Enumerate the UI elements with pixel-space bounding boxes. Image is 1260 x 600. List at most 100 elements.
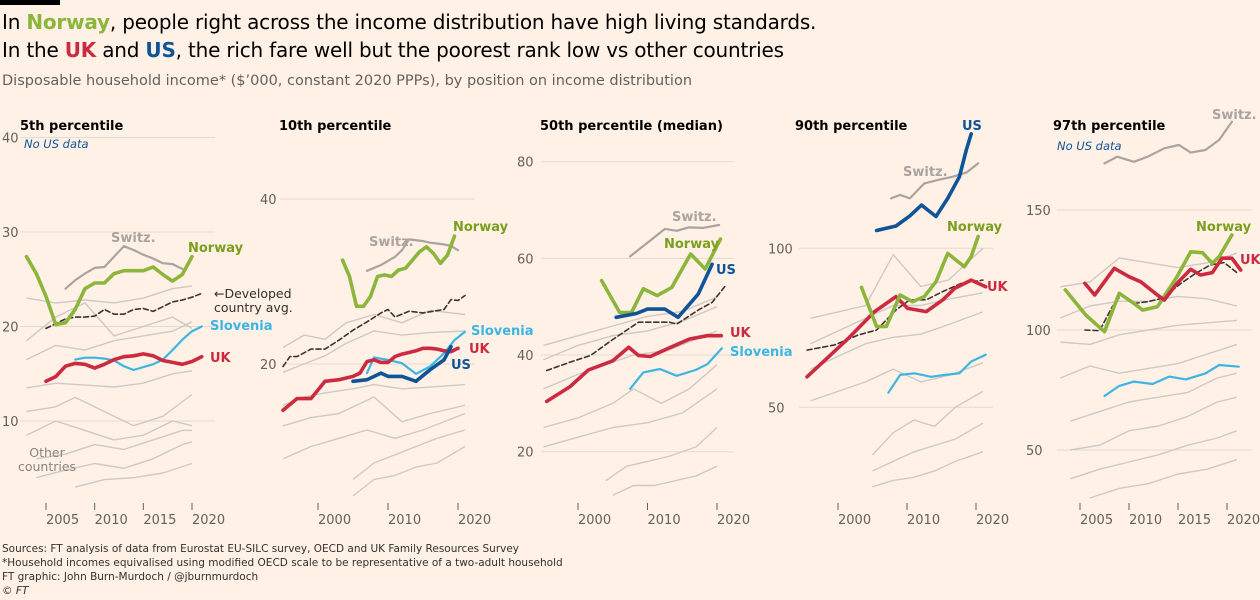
x-tick-label: 2000 [578, 513, 611, 528]
switz-line [64, 245, 184, 290]
series-label: ←Developed [214, 286, 292, 301]
other-country-line [1069, 430, 1238, 480]
panel-97th-percentile: 97th percentile 150 100 50 2005 2010 2015 2020 S… [1026, 108, 1260, 528]
uk-line [44, 352, 204, 384]
norway-line [340, 234, 457, 309]
headline-text: , people right across the income distrib… [109, 10, 817, 34]
headline-text: and [96, 38, 146, 62]
uk-line [544, 333, 723, 404]
series-label: UK [210, 351, 232, 366]
switz-line [890, 162, 980, 200]
norway-line [599, 237, 723, 315]
other-country-line [871, 390, 984, 456]
series-label: Slovenia [471, 324, 534, 339]
other-country-line [543, 306, 718, 361]
other-country-line [26, 370, 193, 389]
other-country-line [1070, 396, 1237, 451]
norway-line [859, 234, 980, 329]
panel-title: 90th percentile [795, 119, 908, 134]
x-tick-label: 2010 [907, 513, 940, 528]
other-country-line [26, 285, 193, 304]
switz-line [629, 223, 721, 258]
other-country-line [26, 393, 193, 427]
other-country-line [352, 445, 466, 497]
series-label: Norway [664, 237, 720, 252]
other-country-line [810, 247, 984, 319]
panel-title: 10th percentile [279, 119, 392, 134]
series-label: US [962, 119, 982, 134]
other-country-line [1069, 372, 1237, 422]
headline-text: In the [2, 38, 65, 62]
series-label: UK [730, 326, 752, 341]
switz-line [365, 238, 460, 272]
other-country-line [1060, 343, 1238, 379]
footer-sources: Sources: FT analysis of data from Eurost… [2, 543, 520, 555]
panel-title: 97th percentile [1053, 119, 1166, 134]
x-tick-label: 2000 [318, 513, 351, 528]
series-label: UK [987, 280, 1009, 295]
slovenia-line [74, 325, 203, 372]
series-label: Slovenia [210, 319, 273, 334]
series-label: country avg. [214, 300, 293, 315]
series-label: Switz. [1212, 108, 1257, 123]
y-tick-label: 80 [517, 156, 534, 171]
x-tick-label: 2005 [1080, 513, 1113, 528]
us-line [614, 262, 714, 320]
y-tick-label: 40 [517, 349, 534, 364]
y-tick-label: 20 [2, 321, 19, 336]
headline-uk: UK [64, 38, 97, 62]
norway-line [1063, 233, 1234, 334]
developed-country-avg-line [45, 292, 203, 330]
headline-text: In [2, 10, 27, 34]
series-label: US [716, 263, 736, 278]
y-tick-label: 30 [2, 226, 19, 241]
other-country-line [543, 364, 718, 429]
series-label: US [451, 358, 471, 373]
series-label: Slovenia [730, 345, 793, 360]
x-tick-label: 2005 [46, 513, 79, 528]
y-tick-label: 40 [2, 132, 19, 147]
other-country-line [282, 383, 466, 406]
no-us-data-note: No US data [1057, 139, 1122, 153]
y-tick-label: 10 [2, 415, 19, 430]
other-country-line [810, 311, 984, 370]
series-label: UK [1240, 253, 1260, 268]
other-country-line [26, 321, 193, 361]
other-country-line [36, 441, 193, 479]
y-tick-label: 60 [517, 252, 534, 267]
no-us-data-note: No US data [24, 137, 89, 151]
y-tick-label: 100 [768, 242, 793, 257]
panel-10th-percentile: 10th percentile 40 20 2000 2010 2020 Switz. Slo… [260, 119, 534, 528]
other-country-line [26, 302, 193, 342]
headline-line-2: In the UK and US, the rich fare well but… [2, 38, 784, 62]
series-label: Norway [947, 220, 1003, 235]
panel-title: 5th percentile [20, 119, 123, 134]
x-tick-label: 2010 [1129, 513, 1162, 528]
x-tick-label: 2000 [838, 513, 871, 528]
x-tick-label: 2010 [648, 513, 681, 528]
slovenia-line [887, 353, 987, 394]
other-country-line [612, 465, 718, 496]
headline-line-1: In Norway, people right across the incom… [2, 10, 816, 34]
series-label: Switz. [369, 235, 414, 250]
x-tick-label: 2015 [143, 513, 176, 528]
other-country-line [282, 309, 466, 349]
x-tick-label: 2020 [717, 513, 750, 528]
developed-country-avg-line [545, 285, 727, 372]
other-country-line [1060, 319, 1237, 346]
other-country-line [1060, 252, 1238, 288]
x-tick-label: 2010 [95, 513, 128, 528]
other-country-line [282, 396, 466, 427]
other-country-line [605, 426, 718, 482]
x-tick-label: 2010 [388, 513, 421, 528]
series-label: Switz. [672, 210, 717, 225]
slovenia-line [365, 330, 467, 375]
x-tick-label: 2020 [458, 513, 491, 528]
y-tick-label: 40 [260, 193, 277, 208]
panel-90th-percentile: 90th percentile 100 50 2000 2010 2020 Switz. UK… [768, 119, 1009, 528]
headline-text: , the rich fare well but the poorest ran… [175, 38, 784, 62]
footer-credit: FT graphic: John Burn-Murdoch / @jburnmu… [2, 571, 259, 583]
other-country-line [1089, 458, 1238, 499]
x-tick-label: 2015 [1178, 513, 1211, 528]
